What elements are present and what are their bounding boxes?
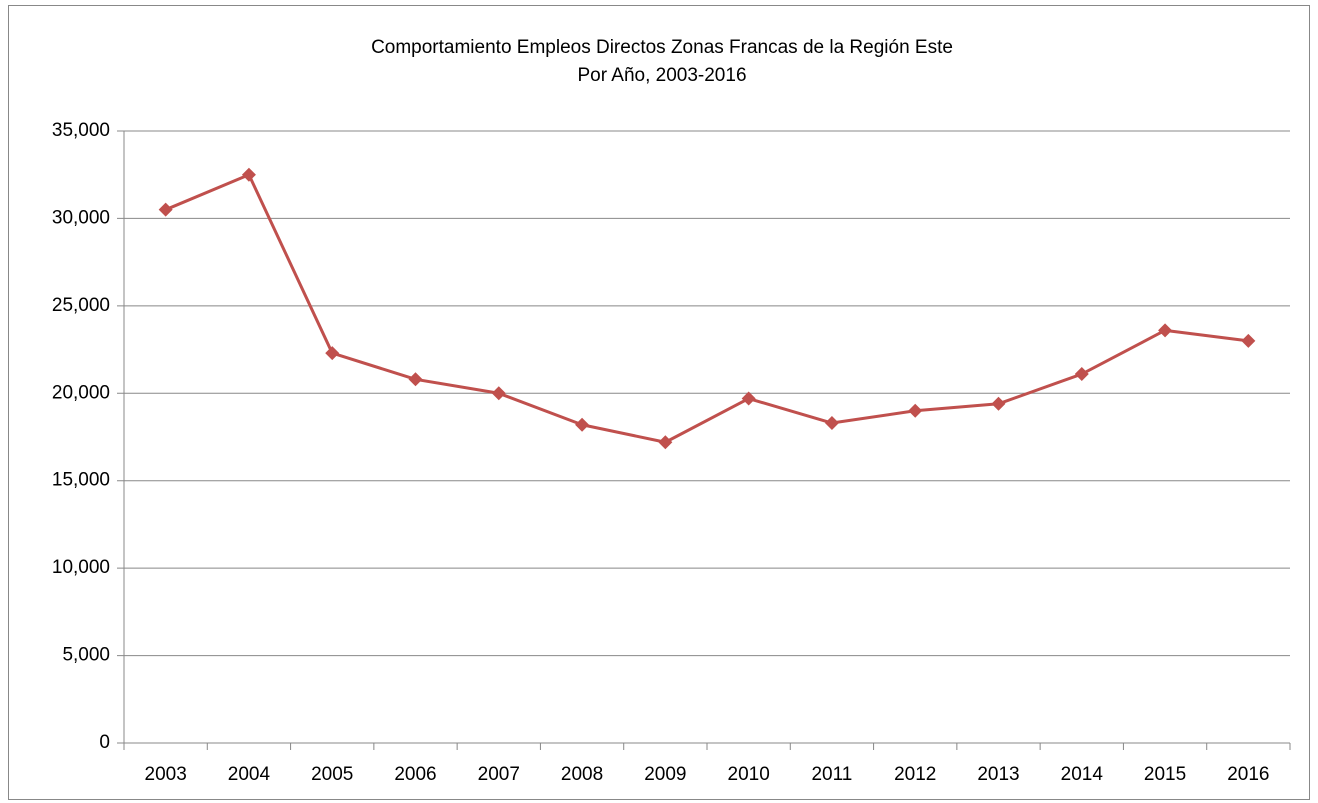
y-tick-label: 20,000 [52, 382, 110, 403]
x-tick-label: 2010 [728, 764, 770, 785]
y-tick-label: 10,000 [52, 557, 110, 578]
data-marker [908, 403, 923, 418]
data-marker [991, 396, 1006, 411]
y-tick-label: 25,000 [52, 295, 110, 316]
data-marker [575, 417, 590, 432]
x-tick-label: 2007 [478, 764, 520, 785]
data-marker [241, 167, 256, 182]
y-tick-label: 15,000 [52, 470, 110, 491]
x-tick-label: 2006 [394, 764, 436, 785]
x-tick-label: 2011 [811, 764, 852, 785]
x-tick-label: 2003 [145, 764, 187, 785]
x-tick-label: 2014 [1061, 764, 1104, 785]
data-marker [1241, 333, 1256, 348]
data-line [165, 173, 1249, 444]
x-tick-label: 2009 [644, 764, 686, 785]
x-tick-label: 2012 [894, 764, 936, 785]
x-tick-label: 2016 [1227, 764, 1269, 785]
y-tick-label: 5,000 [62, 645, 110, 666]
chart-border [8, 5, 1310, 800]
y-tick-label: 35,000 [52, 120, 110, 141]
data-marker [741, 391, 756, 406]
chart-subtitle: Por Año, 2003-2016 [577, 65, 746, 86]
x-tick-label: 2004 [228, 764, 271, 785]
x-tick-label: 2008 [561, 764, 603, 785]
x-tick-label: 2013 [977, 764, 1019, 785]
chart-title: Comportamiento Empleos Directos Zonas Fr… [371, 37, 953, 58]
data-marker [658, 435, 673, 450]
data-marker [325, 346, 340, 361]
data-marker [1158, 323, 1173, 338]
data-marker [158, 202, 173, 217]
y-tick-label: 0 [99, 732, 110, 753]
data-marker [491, 386, 506, 401]
data-marker [1074, 367, 1089, 382]
data-marker [408, 372, 423, 387]
x-tick-label: 2005 [311, 764, 353, 785]
x-tick-label: 2015 [1144, 764, 1186, 785]
y-tick-label: 30,000 [52, 207, 110, 228]
data-marker [824, 416, 839, 431]
